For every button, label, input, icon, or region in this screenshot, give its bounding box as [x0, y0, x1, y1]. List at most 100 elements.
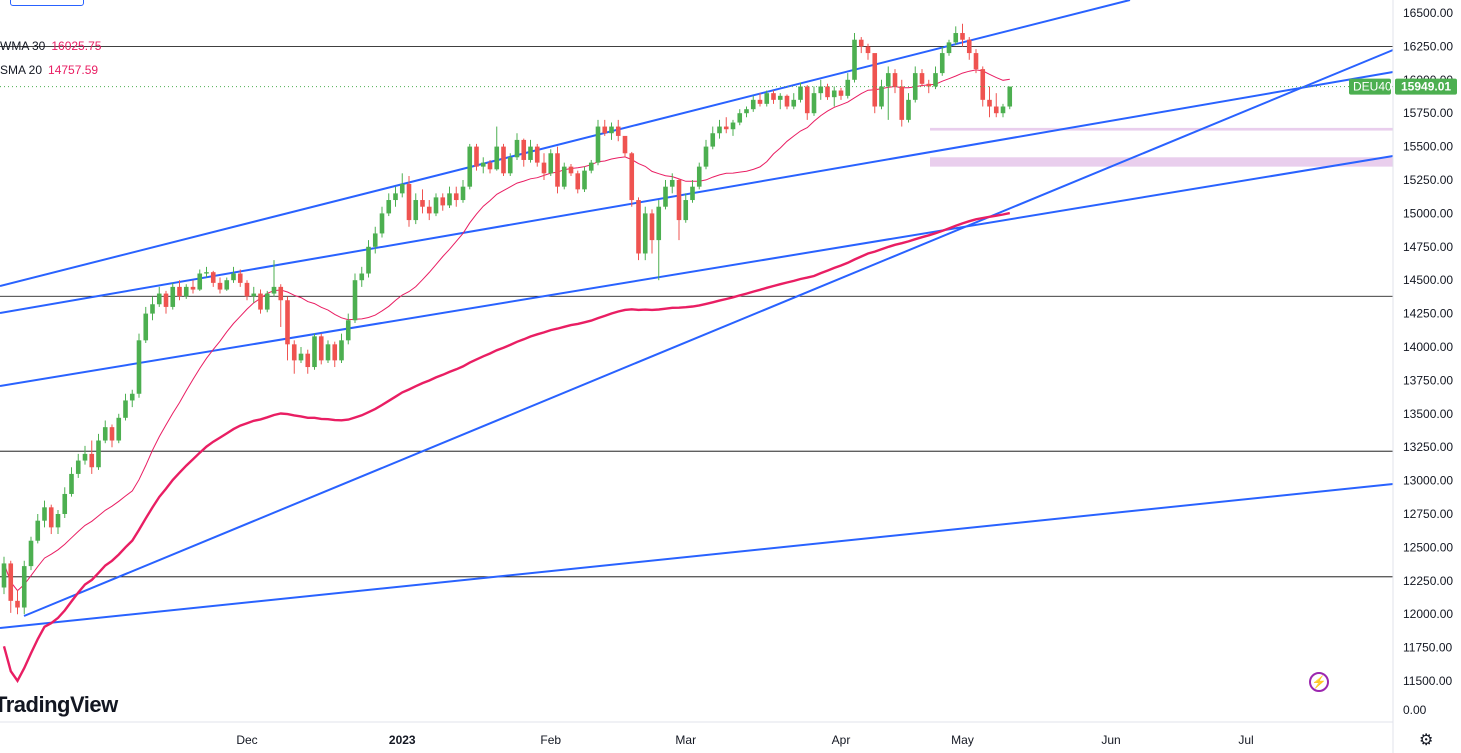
- candle-body[interactable]: [703, 146, 709, 167]
- symbol-badge[interactable]: [1349, 78, 1391, 95]
- candle-body[interactable]: [690, 186, 695, 201]
- candle-body[interactable]: [507, 157, 513, 174]
- trend-line[interactable]: [0, 0, 1131, 287]
- indicator-box[interactable]: [10, 0, 84, 6]
- candle-body[interactable]: [69, 473, 74, 494]
- candle-body[interactable]: [642, 213, 648, 254]
- candle-body[interactable]: [602, 126, 608, 134]
- candle-body[interactable]: [649, 213, 655, 241]
- candle-body[interactable]: [258, 293, 263, 310]
- candle-body[interactable]: [453, 193, 459, 201]
- candle-body[interactable]: [615, 126, 621, 136]
- candle-body[interactable]: [771, 93, 776, 100]
- candle-body[interactable]: [177, 286, 182, 297]
- candle-body[interactable]: [865, 46, 871, 54]
- gear-icon[interactable]: ⚙: [1419, 732, 1434, 749]
- candle-body[interactable]: [548, 153, 554, 174]
- support-zone[interactable]: [930, 127, 1393, 131]
- candle-body[interactable]: [588, 162, 594, 171]
- candle-body[interactable]: [757, 99, 763, 104]
- candle-body[interactable]: [89, 453, 95, 468]
- candle-body[interactable]: [170, 286, 176, 307]
- candle-body[interactable]: [123, 400, 128, 418]
- price-badge[interactable]: [1395, 78, 1457, 95]
- trend-line[interactable]: [23, 49, 1394, 617]
- candle-body[interactable]: [892, 73, 898, 87]
- candle-body[interactable]: [190, 286, 196, 290]
- candle-body[interactable]: [1000, 106, 1006, 114]
- candle-body[interactable]: [244, 282, 250, 297]
- candle-body[interactable]: [210, 272, 216, 283]
- candle-body[interactable]: [595, 126, 601, 163]
- candle-body[interactable]: [676, 180, 682, 221]
- candle-body[interactable]: [541, 162, 547, 174]
- candle-body[interactable]: [55, 514, 61, 528]
- candle-body[interactable]: [1007, 86, 1013, 107]
- candle-body[interactable]: [966, 39, 972, 54]
- candle-body[interactable]: [278, 286, 284, 301]
- candle-body[interactable]: [102, 427, 108, 441]
- candle-body[interactable]: [629, 153, 635, 201]
- candle-body[interactable]: [136, 340, 142, 394]
- legend-sma[interactable]: SMA 20 14757.59: [0, 63, 98, 77]
- candle-body[interactable]: [291, 344, 297, 361]
- candle-body[interactable]: [75, 460, 81, 474]
- lightning-icon[interactable]: ⚡: [1309, 672, 1329, 692]
- candle-body[interactable]: [622, 135, 628, 154]
- candle-body[interactable]: [42, 507, 47, 521]
- candle-body[interactable]: [183, 286, 189, 297]
- candle-body[interactable]: [318, 336, 324, 361]
- candle-body[interactable]: [345, 320, 351, 341]
- candle-body[interactable]: [737, 113, 743, 123]
- candle-body[interactable]: [8, 563, 14, 601]
- candle-body[interactable]: [514, 139, 520, 158]
- candle-body[interactable]: [744, 109, 749, 114]
- trend-line[interactable]: [0, 483, 1394, 629]
- candle-body[interactable]: [440, 197, 446, 206]
- candle-body[interactable]: [730, 122, 736, 130]
- candle-body[interactable]: [953, 33, 959, 43]
- candle-body[interactable]: [325, 344, 331, 361]
- candle-body[interactable]: [973, 53, 979, 70]
- candle-body[interactable]: [723, 126, 729, 130]
- candle-body[interactable]: [312, 336, 317, 368]
- candle-body[interactable]: [413, 200, 419, 221]
- candle-body[interactable]: [339, 340, 344, 361]
- candle-body[interactable]: [359, 273, 365, 281]
- candle-body[interactable]: [460, 186, 466, 201]
- candle-body[interactable]: [710, 133, 716, 147]
- candle-body[interactable]: [993, 106, 999, 114]
- candle-body[interactable]: [298, 353, 304, 361]
- candle-body[interactable]: [487, 162, 493, 170]
- candle-body[interactable]: [372, 233, 378, 247]
- candle-body[interactable]: [831, 90, 837, 98]
- candle-body[interactable]: [555, 153, 560, 187]
- candle-body[interactable]: [845, 79, 851, 96]
- candle-body[interactable]: [960, 33, 965, 40]
- candle-body[interactable]: [912, 73, 918, 100]
- candle-body[interactable]: [838, 90, 844, 96]
- candle-body[interactable]: [534, 146, 540, 163]
- candle-body[interactable]: [271, 286, 277, 294]
- candle-body[interactable]: [858, 39, 864, 47]
- candle-body[interactable]: [433, 197, 439, 214]
- candle-body[interactable]: [217, 282, 223, 290]
- candle-body[interactable]: [798, 86, 803, 100]
- candle-body[interactable]: [582, 170, 587, 190]
- candle-body[interactable]: [231, 273, 236, 281]
- candle-body[interactable]: [906, 99, 911, 120]
- candle-body[interactable]: [264, 293, 270, 310]
- candle-body[interactable]: [35, 520, 41, 541]
- candle-body[interactable]: [987, 99, 992, 107]
- candle-body[interactable]: [804, 86, 810, 114]
- candle-body[interactable]: [872, 53, 878, 107]
- support-zone[interactable]: [930, 157, 1393, 167]
- candle-body[interactable]: [150, 304, 155, 314]
- candle-body[interactable]: [197, 273, 203, 290]
- candle-body[interactable]: [305, 353, 311, 368]
- candle-body[interactable]: [474, 146, 479, 167]
- price-axis[interactable]: 16500.0016250.0016000.0015750.0015500.00…: [1349, 0, 1457, 753]
- candle-body[interactable]: [791, 99, 797, 107]
- candle-body[interactable]: [96, 440, 101, 468]
- candle-body[interactable]: [946, 42, 952, 54]
